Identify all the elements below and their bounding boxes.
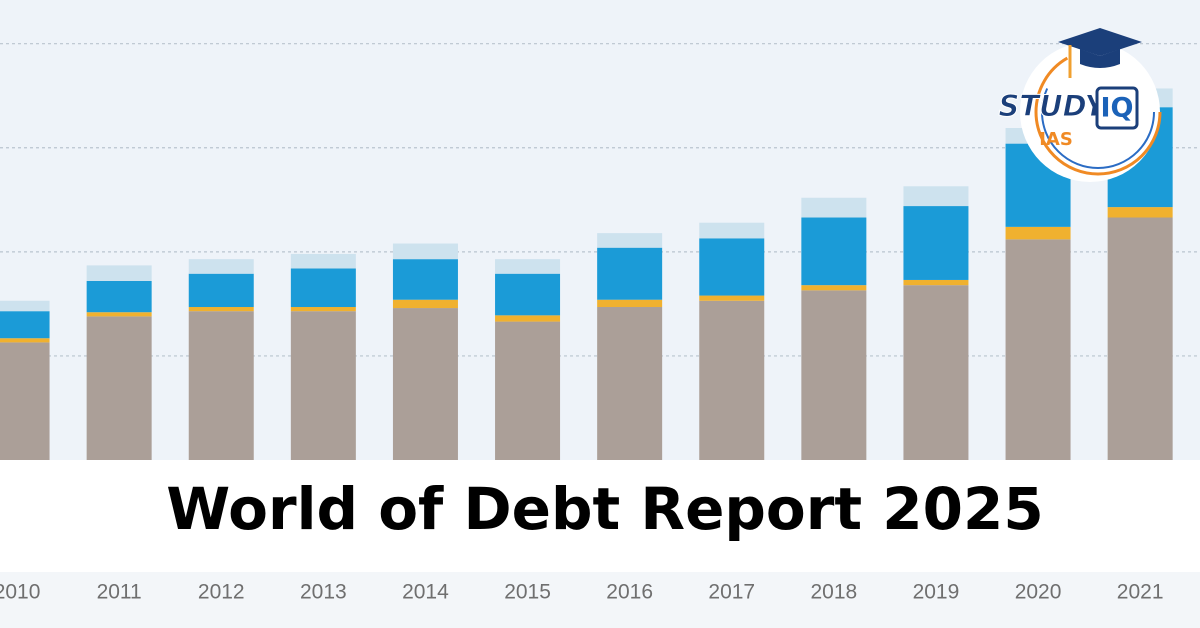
- bar-segment: [290, 307, 356, 312]
- bar-segment: [903, 285, 969, 460]
- logo-cap: [1080, 49, 1120, 68]
- bar-segment: [392, 243, 458, 260]
- bar-segment: [188, 259, 254, 274]
- bar-segment: [801, 290, 867, 460]
- bar-segment: [0, 300, 50, 312]
- x-tick-label: 2019: [913, 581, 960, 604]
- bar-segment: [86, 265, 152, 281]
- title-band: [0, 460, 1200, 572]
- logo-ring: [1041, 55, 1155, 169]
- bar-segment: [188, 273, 254, 308]
- title: World of Debt Report 2025: [166, 475, 1043, 543]
- bar-segment: [699, 238, 765, 296]
- logo-iq: IQ: [1101, 93, 1134, 124]
- bar-segment: [801, 285, 867, 291]
- x-tick-label: 2018: [810, 581, 857, 604]
- x-tick-label: 2016: [606, 581, 653, 604]
- bar-segment: [801, 197, 867, 218]
- x-tick-label: 2013: [300, 581, 347, 604]
- bar-segment: [290, 311, 356, 460]
- bar-segment: [801, 217, 867, 286]
- bar-segment: [597, 307, 663, 460]
- x-tick-label: 2012: [198, 581, 245, 604]
- axis-band: [0, 572, 1200, 628]
- bar-segment: [1107, 207, 1173, 218]
- bar-segment: [699, 300, 765, 460]
- bar-segment: [1107, 217, 1173, 460]
- bar-segment: [0, 311, 50, 339]
- x-axis: 2010 2011 2012 2013 2014 2015 2016 2017 2018 2019…: [0, 581, 1164, 604]
- x-tick-label: 2015: [504, 581, 551, 604]
- logo: STUDY IQ IAS: [998, 28, 1162, 182]
- x-tick-label: 2014: [402, 581, 449, 604]
- bar-segment: [495, 273, 561, 316]
- bar-segment: [495, 321, 561, 460]
- bar-segment: [188, 307, 254, 312]
- x-tick-label: 2010: [0, 581, 40, 604]
- bar-segment: [86, 316, 152, 460]
- logo-ring: [1034, 48, 1162, 176]
- bar-segment: [699, 222, 765, 239]
- bar-segment: [188, 311, 254, 460]
- bar-segment: [290, 253, 356, 269]
- logo-iq-box: [1095, 86, 1139, 130]
- bar-segment: [392, 259, 458, 300]
- bar-segment: [495, 259, 561, 274]
- bar-segment: [1005, 239, 1071, 460]
- x-tick-label: 2021: [1117, 581, 1164, 604]
- bar-segment: [392, 308, 458, 460]
- logo-ias: IAS: [1039, 129, 1073, 150]
- bar-segment: [903, 206, 969, 280]
- bar-segment: [597, 233, 663, 248]
- bar-segment: [86, 312, 152, 317]
- bar-segment: [392, 299, 458, 309]
- logo-cap: [1058, 28, 1142, 56]
- bar-segment: [903, 279, 969, 286]
- bar-segment: [290, 268, 356, 308]
- bar-segment: [86, 280, 152, 313]
- x-tick-label: 2020: [1015, 581, 1062, 604]
- bar-segment: [1005, 226, 1071, 240]
- bar-segment: [597, 247, 663, 300]
- bar-segment: [597, 299, 663, 308]
- x-tick-label: 2011: [97, 581, 142, 604]
- bar-segment: [0, 342, 50, 460]
- x-tick-label: 2017: [708, 581, 755, 604]
- bar-segment: [699, 295, 765, 301]
- logo-study: STUDY: [998, 89, 1108, 123]
- bar-segment: [903, 186, 969, 207]
- bars: [0, 88, 1173, 460]
- bar-segment: [495, 315, 561, 322]
- bar-segment: [0, 338, 50, 343]
